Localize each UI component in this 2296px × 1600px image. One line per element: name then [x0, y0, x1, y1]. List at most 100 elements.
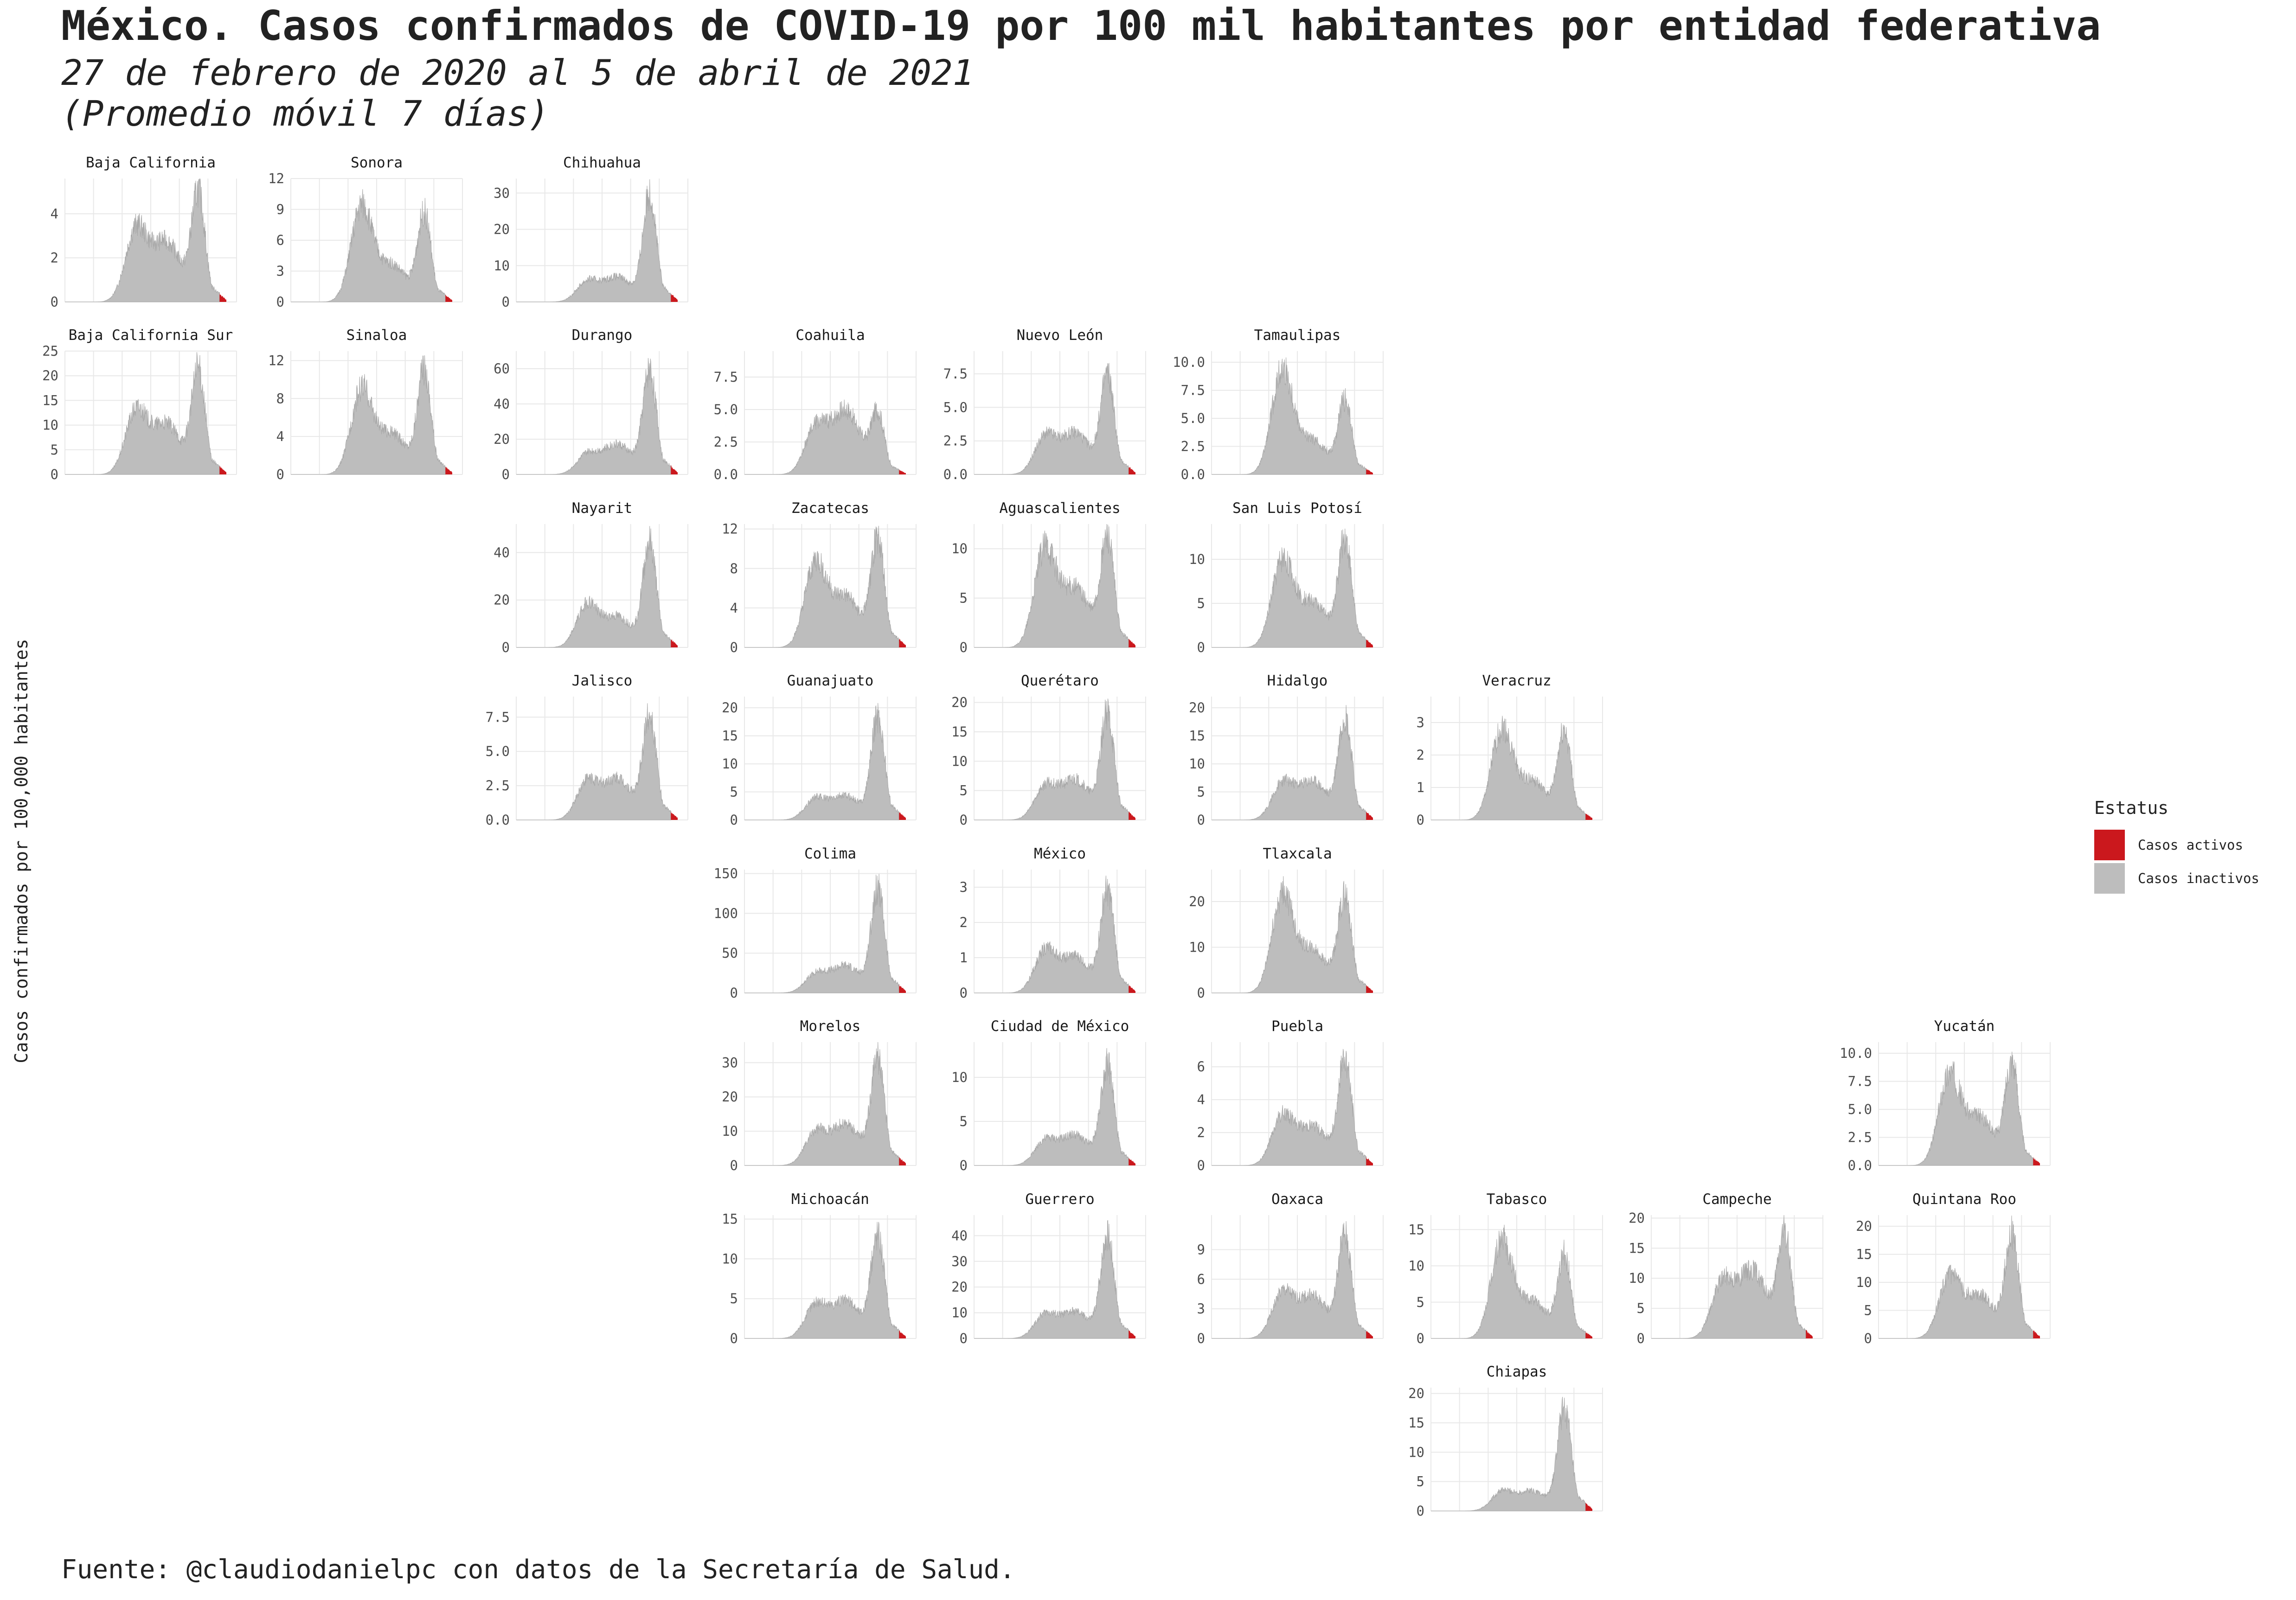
y-tick-label: 3	[1417, 715, 1424, 730]
area-active-tabasco	[1585, 1331, 1592, 1338]
area-inactive-campeche	[1651, 1215, 1806, 1339]
y-tick-label: 0	[730, 1158, 738, 1173]
area-active-aguascalientes	[1129, 639, 1135, 647]
area-active-sinaloa	[445, 466, 452, 474]
y-tick-label: 0	[960, 985, 968, 1001]
y-tick-label: 10	[494, 258, 510, 274]
area-inactive-quintana-roo	[1879, 1216, 2033, 1339]
chart-subtitle-dates: 27 de febrero de 2020 al 5 de abril de 2…	[61, 52, 974, 93]
y-tick-label: 2.5	[486, 778, 510, 794]
y-tick-label: 10	[42, 417, 58, 433]
area-inactive-chihuahua	[516, 179, 671, 302]
legend-swatch-inactive	[2094, 863, 2125, 894]
facet-title-guerrero: Guerrero	[1025, 1191, 1094, 1208]
facet-title-veracruz: Veracruz	[1482, 672, 1551, 689]
area-active-ciudad-de-mexico	[1129, 1158, 1135, 1165]
y-tick-label: 0	[730, 812, 738, 828]
y-tick-label: 5	[960, 783, 968, 799]
y-tick-label: 0.0	[714, 467, 738, 482]
y-tick-label: 1	[1417, 780, 1424, 795]
area-inactive-durango	[516, 358, 671, 475]
y-tick-label: 5	[730, 1291, 738, 1306]
area-active-baja-california	[219, 292, 226, 302]
area-inactive-aguascalientes	[974, 524, 1129, 648]
y-tick-label: 15	[1408, 1222, 1424, 1237]
area-active-yucatan	[2033, 1157, 2040, 1165]
area-inactive-sinaloa	[291, 355, 446, 475]
y-tick-label: 0	[51, 294, 58, 310]
y-tick-label: 10	[722, 1251, 738, 1267]
area-inactive-colima	[744, 874, 899, 993]
area-active-tamaulipas	[1366, 468, 1373, 474]
facet-title-san-luis-potosi: San Luis Potosí	[1232, 500, 1362, 517]
facet-title-baja-california-sur: Baja California Sur	[69, 327, 233, 344]
y-tick-label: 15	[951, 724, 968, 740]
y-tick-label: 10	[1189, 939, 1205, 955]
area-inactive-baja-california	[65, 178, 220, 302]
y-tick-label: 5	[1637, 1300, 1645, 1316]
y-tick-label: 10	[1408, 1444, 1424, 1460]
facet-jalisco: Jalisco 0.0 2.5 5.0 7.5	[486, 672, 688, 828]
y-tick-label: 0	[730, 985, 738, 1001]
facet-guerrero: Guerrero 0 10 20 30 40	[951, 1191, 1146, 1346]
legend-title: Estatus	[2094, 798, 2169, 818]
facet-quintana-roo: Quintana Roo 0 5 10 15 20	[1856, 1191, 2051, 1346]
facet-title-tamaulipas: Tamaulipas	[1254, 327, 1341, 344]
facet-title-morelos: Morelos	[800, 1018, 861, 1035]
area-inactive-chiapas	[1431, 1396, 1586, 1511]
y-tick-label: 2.5	[714, 434, 738, 450]
y-tick-label: 20	[1629, 1210, 1645, 1226]
y-tick-label: 4	[1197, 1092, 1205, 1107]
y-tick-label: 0	[502, 467, 510, 482]
y-tick-label: 3	[960, 879, 968, 895]
y-tick-label: 5	[1197, 784, 1205, 800]
y-tick-label: 20	[951, 1279, 968, 1295]
y-tick-label: 5.0	[486, 743, 510, 759]
area-active-guerrero	[1129, 1330, 1135, 1338]
facet-ciudad-de-mexico: Ciudad de México 0 5 10	[951, 1018, 1146, 1173]
area-inactive-nuevo-leon	[974, 363, 1129, 475]
area-active-mexico	[1129, 985, 1135, 993]
facet-title-sinaloa: Sinaloa	[346, 327, 407, 344]
y-tick-label: 30	[494, 185, 510, 201]
area-active-san-luis-potosi	[1366, 639, 1373, 647]
area-active-nayarit	[671, 639, 678, 647]
facet-sonora: Sonora 0 3 6 9 12	[268, 154, 463, 310]
y-tick-label: 150	[714, 866, 738, 882]
y-tick-label: 20	[951, 695, 968, 710]
area-inactive-san-luis-potosi	[1212, 528, 1366, 648]
y-tick-label: 5	[1417, 1474, 1424, 1490]
y-tick-label: 20	[722, 700, 738, 716]
y-tick-label: 0	[960, 1331, 968, 1346]
area-active-chihuahua	[671, 294, 678, 302]
legend-label-active: Casos activos	[2138, 837, 2243, 853]
y-tick-label: 1	[960, 950, 968, 966]
y-tick-label: 4	[276, 429, 284, 444]
y-tick-label: 0.0	[486, 812, 510, 828]
area-inactive-morelos	[744, 1042, 899, 1166]
y-tick-label: 7.5	[714, 369, 738, 385]
y-tick-label: 8	[730, 561, 738, 576]
y-tick-label: 10	[722, 1123, 738, 1139]
facet-title-colima: Colima	[804, 845, 856, 862]
area-inactive-puebla	[1212, 1049, 1366, 1166]
y-tick-label: 30	[951, 1254, 968, 1269]
area-inactive-zacatecas	[744, 525, 899, 648]
y-tick-label: 20	[1856, 1218, 1872, 1234]
y-tick-label: 40	[951, 1228, 968, 1243]
y-tick-label: 20	[42, 368, 58, 384]
facet-mexico: México 0 1 2 3	[960, 845, 1146, 1001]
y-tick-label: 9	[1197, 1242, 1205, 1257]
facet-baja-california-sur: Baja California Sur 0 5 10 15 20 25	[42, 327, 237, 482]
y-tick-label: 10	[1189, 551, 1205, 567]
facet-title-ciudad-de-mexico: Ciudad de México	[991, 1018, 1129, 1035]
area-active-michoacan	[899, 1330, 906, 1338]
y-tick-label: 0	[960, 640, 968, 655]
facet-durango: Durango 0 20 40 60	[494, 327, 688, 482]
facet-hidalgo: Hidalgo 0 5 10 15 20	[1189, 672, 1384, 828]
y-tick-label: 9	[276, 202, 284, 218]
facet-puebla: Puebla 0 2 4 6	[1197, 1018, 1384, 1173]
facet-guanajuato: Guanajuato 0 5 10 15 20	[722, 672, 917, 828]
y-tick-label: 2.5	[1181, 439, 1205, 454]
area-active-morelos	[899, 1157, 906, 1165]
